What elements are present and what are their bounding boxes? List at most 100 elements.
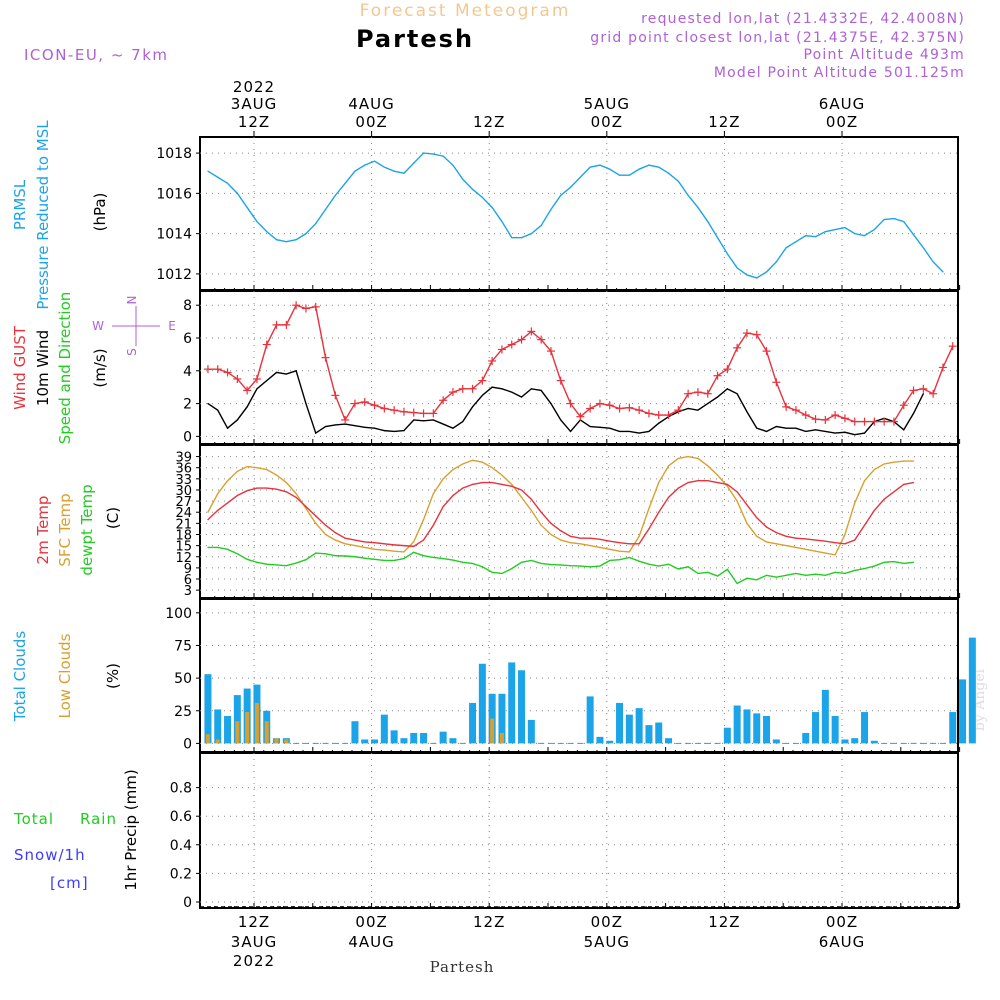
dewpt-line-point: [560, 564, 562, 566]
sfc-temp-line-point: [569, 542, 572, 544]
dewpt-line-point: [383, 559, 385, 562]
gust-line-point: [831, 411, 840, 420]
gust-line-point: [576, 412, 585, 421]
dewpt-line-point: [491, 571, 493, 573]
temp2m-line-point: [726, 483, 728, 485]
gust-line-point: [644, 409, 653, 418]
pressure-line-point: [932, 261, 934, 263]
sfc-temp-line-point: [295, 493, 297, 495]
wind-speed-line-point: [373, 427, 376, 429]
wind-speed-line-point: [824, 430, 826, 433]
total-cloud-bar: [959, 679, 967, 744]
gust-line-point: [791, 406, 800, 415]
gust-line-point: [390, 406, 399, 415]
y-tick-label: 0.6: [170, 809, 192, 825]
gust-line-point: [380, 404, 389, 413]
temp2m-line-point: [295, 496, 297, 498]
temp2m-line-point: [471, 483, 474, 485]
sfc-temp-line-point: [256, 467, 258, 469]
total-cloud-bar: [527, 719, 535, 744]
temp2m-line-point: [266, 487, 268, 489]
sfc-temp-line-point: [462, 463, 464, 465]
dewpt-line-point: [873, 565, 875, 567]
dewpt-line-point: [726, 568, 728, 570]
temp2m-line-point: [638, 543, 640, 545]
total-cloud-bar: [968, 637, 976, 744]
dewpt-line-point: [393, 559, 395, 562]
temp2m-line-point: [785, 535, 787, 537]
top-date-label: 6AUG: [819, 95, 865, 113]
dewpt-line-point: [687, 566, 689, 568]
pressure-line-point: [707, 220, 709, 223]
y-tick-label: 3: [184, 584, 192, 599]
pressure-line-point: [795, 241, 797, 243]
y-tick-label: 0.4: [170, 838, 192, 854]
dewpt-line-point: [540, 562, 542, 565]
wind-speed-line-point: [295, 370, 297, 372]
gust-line-point: [527, 327, 536, 336]
sfc-temp-line-point: [726, 485, 728, 487]
temp2m-line-point: [912, 481, 915, 484]
y-tick-label: 27: [175, 495, 192, 510]
dewpt-line-point: [658, 565, 660, 567]
temp2m-line-point: [765, 526, 768, 528]
compass-n: N: [125, 296, 139, 305]
temp2m-line-point: [285, 491, 287, 493]
wind-speed-line-point: [393, 430, 395, 433]
bottom-hour-label: 00Z: [591, 913, 623, 931]
dewpt-line-point: [432, 556, 434, 559]
sfc-temp-line-point: [707, 465, 709, 467]
temp2m-line-point: [687, 481, 689, 484]
y-tick-label: 30: [175, 484, 192, 499]
dewpt-line-point: [501, 572, 503, 575]
pressure-msl-label: Pressure Reduced to MSL: [34, 120, 52, 310]
pressure-line-point: [393, 170, 395, 172]
sfc-temp-line-point: [795, 546, 797, 549]
pressure-line-point: [756, 277, 758, 279]
temp2m-line-point: [834, 542, 836, 544]
bottom-hour-label: 00Z: [355, 913, 387, 931]
wind-speed-line: [207, 369, 924, 436]
y-tick-label: 25: [174, 704, 192, 720]
sfc-temp-line-point: [844, 533, 846, 536]
temp2m-line-point: [805, 538, 807, 540]
sfc-temp-line-point: [403, 551, 405, 553]
temp2m-line-point: [305, 506, 307, 508]
temp2m-line-point: [707, 480, 709, 482]
dewpt-line-point: [550, 563, 552, 566]
gust-line-point: [448, 388, 457, 397]
gust-line-point: [664, 411, 673, 420]
y-tick-label: 6: [183, 331, 192, 347]
wind-speed-line-point: [540, 389, 542, 392]
temp2m-line-point: [599, 538, 601, 540]
sfc-temp-line-point: [746, 522, 748, 524]
y-tick-label: 4: [183, 364, 192, 380]
total-label: Total: [13, 810, 54, 828]
pressure-line-point: [413, 162, 415, 164]
wind-speed-line-point: [687, 407, 689, 410]
wind-speed-line-point: [638, 432, 640, 434]
gust-line-point: [301, 304, 310, 313]
dewpt-line-point: [442, 558, 444, 560]
y-tick-label: 8: [183, 298, 192, 314]
y-tick-label: 1018: [156, 146, 192, 162]
gust-line-point: [321, 353, 330, 362]
sfc-temp-line-point: [305, 507, 307, 510]
total-cloud-bar: [723, 727, 731, 744]
sfc-temp-line-point: [452, 468, 454, 471]
sfc-temp-line-point: [560, 539, 562, 541]
point-altitude: Point Altitude 493m: [803, 47, 965, 63]
pressure-line-point: [854, 233, 856, 235]
gust-line-point: [782, 402, 791, 411]
pressure-line-point: [422, 152, 425, 154]
total-cloud-bar: [478, 663, 486, 744]
sfc-temp-line-point: [716, 474, 719, 476]
gust-line-point: [429, 409, 438, 418]
wind-speed-line-point: [236, 419, 238, 421]
gust-line-point: [674, 406, 683, 415]
temp2m-line-point: [795, 537, 797, 539]
dewpt-line-point: [275, 564, 278, 566]
wind-speed-line-point: [903, 429, 905, 431]
low-cloud-bar: [245, 712, 250, 744]
gust-line-point: [360, 397, 369, 406]
